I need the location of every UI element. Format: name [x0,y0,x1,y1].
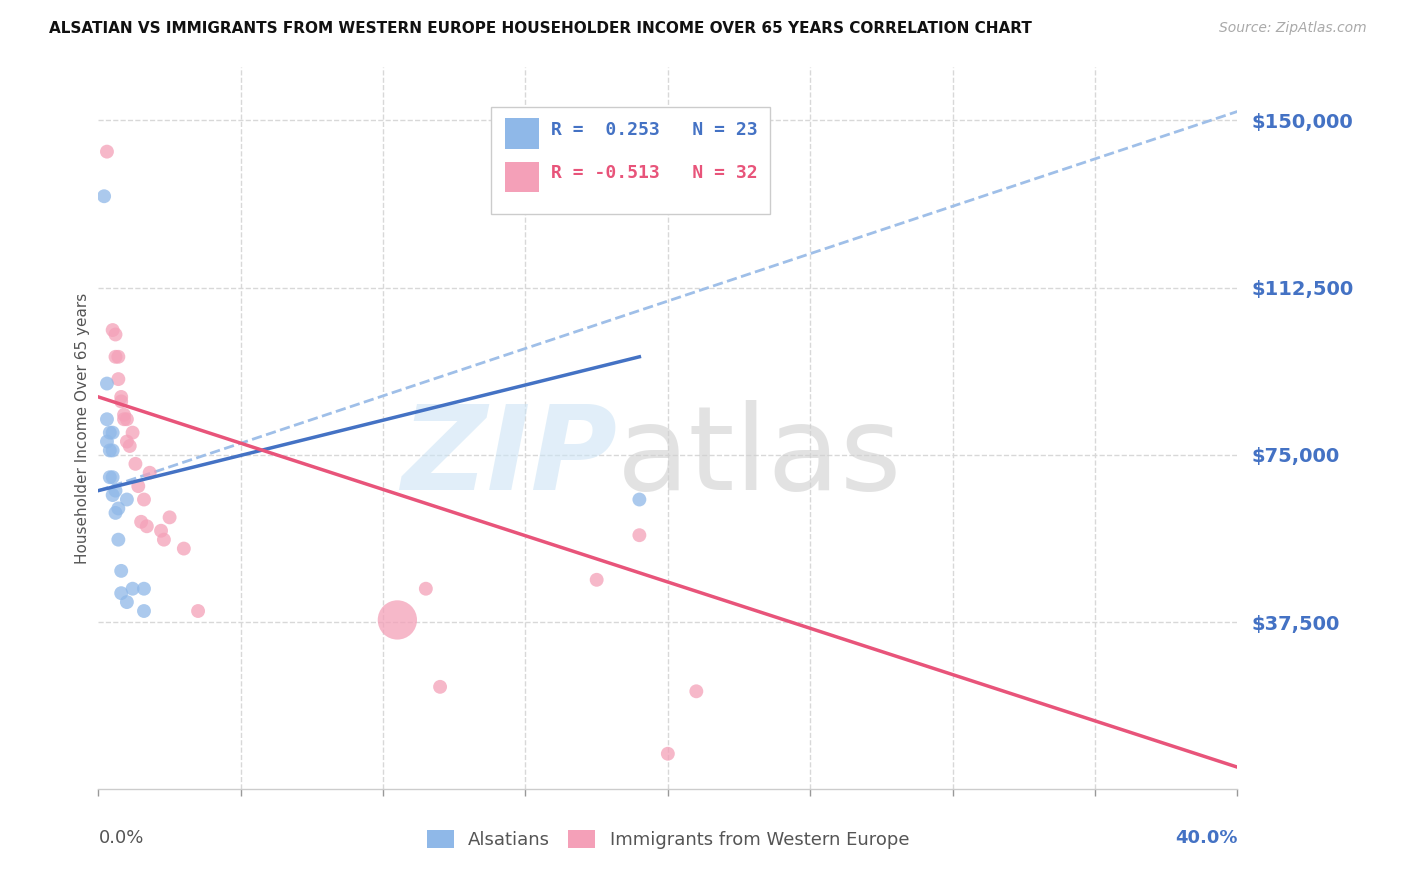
Point [132,582,155,596]
Point [107,501,129,516]
Point [101,488,124,502]
Y-axis label: Householder Income Over 65 years: Householder Income Over 65 years [75,293,90,564]
Point [107,372,129,386]
Point [657,747,679,761]
Point [628,528,651,542]
Point [429,680,451,694]
Point [173,541,195,556]
Point [98,443,121,458]
Point [101,425,124,440]
Point [96,376,118,391]
Point [112,408,135,422]
Point [150,524,173,538]
Point [104,350,127,364]
Point [107,533,129,547]
Text: ZIP: ZIP [401,400,617,515]
Point [104,483,127,498]
Text: 40.0%: 40.0% [1175,830,1237,847]
FancyBboxPatch shape [491,107,770,213]
Text: R =  0.253   N = 23: R = 0.253 N = 23 [551,120,758,139]
Point [96,412,118,426]
Point [115,492,138,507]
Point [101,470,124,484]
Point [112,412,135,426]
Point [628,492,651,507]
Point [115,412,138,426]
Text: Source: ZipAtlas.com: Source: ZipAtlas.com [1219,21,1367,35]
Point [127,479,149,493]
Point [110,564,132,578]
Point [153,533,176,547]
Point [129,515,152,529]
Point [107,350,129,364]
Text: R = -0.513   N = 32: R = -0.513 N = 32 [551,164,758,182]
Point [104,506,127,520]
Point [104,327,127,342]
Point [118,439,141,453]
Point [585,573,607,587]
Point [115,434,138,449]
Point [685,684,707,698]
Point [98,425,121,440]
Text: atlas: atlas [617,400,903,515]
Point [121,425,143,440]
Point [415,582,437,596]
Point [138,466,160,480]
Point [110,394,132,409]
Point [124,457,146,471]
Bar [505,161,538,192]
Point [93,189,115,203]
Point [159,510,181,524]
Point [96,145,118,159]
Point [110,390,132,404]
Point [387,613,409,627]
Point [187,604,209,618]
Text: ALSATIAN VS IMMIGRANTS FROM WESTERN EUROPE HOUSEHOLDER INCOME OVER 65 YEARS CORR: ALSATIAN VS IMMIGRANTS FROM WESTERN EURO… [49,21,1032,36]
Point [132,492,155,507]
Point [115,595,138,609]
Point [101,443,124,458]
Point [132,604,155,618]
Point [110,586,132,600]
Point [101,323,124,337]
Text: 0.0%: 0.0% [98,830,143,847]
Point [121,582,143,596]
Point [135,519,157,533]
Bar [505,119,538,149]
Point [98,470,121,484]
Legend: Alsatians, Immigrants from Western Europe: Alsatians, Immigrants from Western Europ… [419,822,917,856]
Point [96,434,118,449]
